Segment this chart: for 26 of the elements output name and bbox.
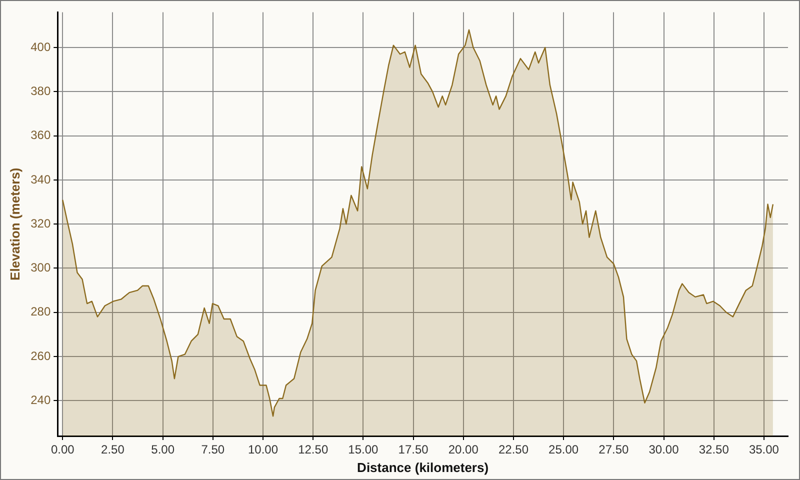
y-tick-label: 360: [30, 128, 51, 142]
y-tick-label: 400: [30, 40, 51, 54]
y-tick-label: 300: [30, 260, 51, 275]
y-tick-label: 320: [30, 216, 51, 230]
x-tick-label: 15.00: [348, 442, 379, 457]
y-tick-label: 240: [30, 392, 51, 407]
y-tick-label: 380: [30, 84, 51, 98]
x-tick-label: 20.00: [448, 442, 479, 457]
x-tick-label: 25.00: [548, 442, 579, 457]
x-tick-label: 12.50: [298, 442, 328, 457]
x-tick-label: 7.50: [201, 442, 225, 457]
x-tick-label: 0.00: [50, 442, 75, 457]
y-tick-label: 340: [30, 172, 51, 186]
x-tick-label: 30.00: [648, 442, 680, 457]
x-tick-label: 2.50: [101, 442, 125, 457]
x-tick-label: 32.50: [698, 442, 730, 457]
y-tick-label: 260: [30, 348, 51, 363]
x-tick-label: 17.50: [398, 442, 429, 457]
x-tick-label: 35.00: [748, 442, 780, 457]
x-tick-label: 27.50: [598, 442, 630, 457]
y-tick-label: 280: [30, 304, 51, 319]
x-tick-label: 10.00: [248, 442, 278, 457]
x-axis-title: Distance (kilometers): [357, 460, 489, 475]
x-tick-label: 5.00: [151, 442, 175, 457]
y-axis-title: Elevation (meters): [7, 168, 22, 280]
x-tick-label: 22.50: [498, 442, 529, 457]
